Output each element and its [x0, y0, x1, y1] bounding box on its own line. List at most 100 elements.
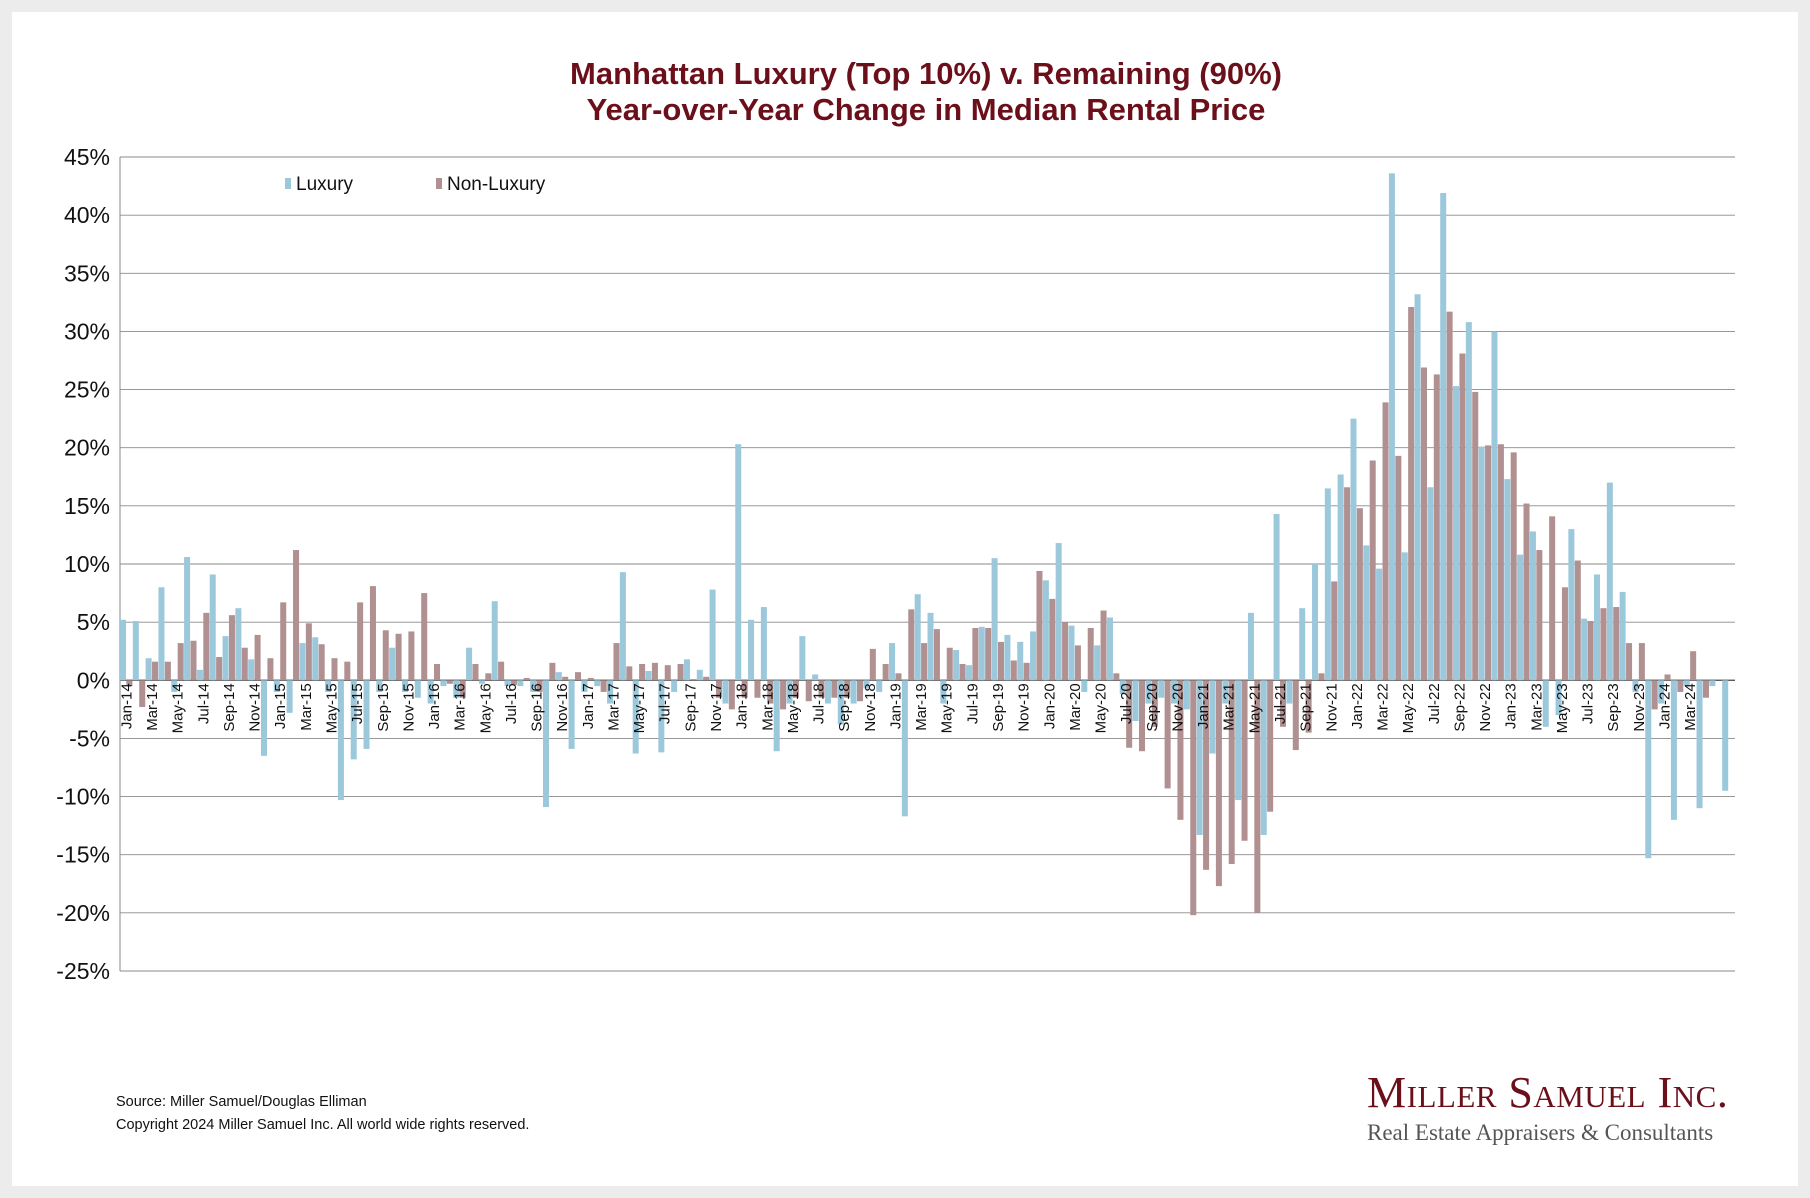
bar-luxury	[1581, 618, 1588, 681]
bar-luxury	[696, 669, 703, 681]
bar-non-luxury	[613, 643, 620, 681]
x-tick-label: Sep-14	[221, 683, 238, 731]
bar-non-luxury	[1420, 367, 1427, 681]
bar-non-luxury	[472, 664, 479, 681]
bar-luxury	[1388, 173, 1395, 681]
bar-non-luxury	[908, 609, 915, 681]
bar-luxury	[812, 674, 819, 681]
bar-non-luxury	[921, 643, 928, 681]
bar-non-luxury	[651, 662, 658, 681]
bar-luxury	[1478, 446, 1485, 681]
bar-luxury	[1658, 680, 1665, 704]
bar-luxury	[645, 670, 652, 681]
x-tick-label: Mar-22	[1375, 683, 1392, 731]
bar-luxury	[1273, 514, 1280, 681]
x-tick-label: Nov-23	[1631, 683, 1648, 731]
bar-non-luxury	[1331, 581, 1338, 681]
bar-luxury	[1183, 680, 1190, 710]
bar-non-luxury	[831, 680, 838, 698]
bar-non-luxury	[728, 680, 735, 710]
bar-non-luxury	[1395, 455, 1402, 681]
bar-non-luxury	[1561, 587, 1568, 681]
bar-luxury	[1235, 680, 1242, 801]
bar-non-luxury	[690, 679, 697, 681]
bar-non-luxury	[1446, 311, 1453, 681]
bar-non-luxury	[792, 680, 799, 698]
x-tick-label: May-16	[477, 683, 494, 733]
bar-non-luxury	[1267, 680, 1274, 812]
bar-non-luxury	[126, 680, 133, 687]
bar-luxury	[914, 594, 921, 681]
bar-luxury	[312, 637, 319, 681]
bar-luxury	[619, 572, 626, 681]
x-tick-label: Jul-20	[1118, 683, 1135, 724]
bar-luxury	[145, 658, 152, 681]
bar-luxury	[1286, 680, 1293, 704]
bar-luxury	[1017, 641, 1024, 681]
logo-name: Miller Samuel Inc.	[1367, 1068, 1729, 1117]
bar-luxury	[286, 680, 293, 713]
bar-luxury	[273, 680, 280, 692]
bar-non-luxury	[1664, 674, 1671, 681]
y-tick-label: 30%	[64, 318, 110, 344]
bars	[120, 173, 1729, 916]
x-tick-label: May-14	[170, 683, 187, 733]
company-logo: Miller Samuel Inc. Real Estate Appraiser…	[1367, 1067, 1787, 1146]
x-tick-label: Mar-20	[1067, 683, 1084, 731]
bar-non-luxury	[1190, 680, 1197, 916]
bar-non-luxury	[523, 677, 530, 681]
bar-non-luxury	[985, 627, 992, 681]
bar-non-luxury	[959, 664, 966, 681]
bar-non-luxury	[1228, 680, 1235, 865]
bar-luxury	[120, 619, 127, 681]
x-tick-label: Nov-15	[400, 683, 417, 731]
x-tick-label: Jul-21	[1272, 683, 1289, 724]
bar-non-luxury	[203, 612, 210, 681]
bar-luxury	[1414, 294, 1421, 681]
bar-luxury	[709, 589, 716, 681]
bar-non-luxury	[946, 647, 953, 681]
bar-non-luxury	[164, 661, 171, 681]
bar-non-luxury	[498, 661, 505, 681]
bar-non-luxury	[600, 680, 607, 692]
bar-non-luxury	[703, 676, 710, 681]
bar-luxury	[1145, 680, 1152, 704]
x-tick-label: Jan-18	[734, 683, 751, 729]
x-tick-label: Mar-19	[913, 683, 930, 731]
x-tick-label: May-23	[1554, 683, 1571, 733]
y-axis-ticks: 45% 40% 35% 30% 25% 20% 15% 10% 5% 0% -5% -10% -15% -…	[56, 144, 110, 984]
bar-luxury	[440, 680, 447, 687]
bar-non-luxury	[254, 634, 261, 681]
bar-non-luxury	[280, 602, 287, 681]
x-tick-label: May-19	[939, 683, 956, 733]
bar-non-luxury	[1074, 645, 1081, 681]
chart: Manhattan Luxury (Top 10%) v. Remaining …	[56, 56, 1735, 984]
bar-luxury	[594, 680, 601, 687]
bar-luxury	[1632, 680, 1639, 692]
bar-luxury	[555, 672, 562, 681]
bar-non-luxury	[357, 602, 364, 681]
bar-non-luxury	[844, 680, 851, 698]
x-tick-label: Mar-17	[606, 683, 623, 731]
x-tick-label: May-22	[1400, 683, 1417, 733]
bar-non-luxury	[1408, 307, 1415, 681]
bar-luxury	[478, 680, 485, 684]
bar-luxury	[1171, 680, 1178, 704]
x-tick-label: Mar-18	[759, 683, 776, 731]
x-tick-label: May-15	[324, 683, 341, 733]
x-tick-label: Nov-18	[862, 683, 879, 731]
bar-non-luxury	[1100, 610, 1107, 681]
bar-luxury	[171, 680, 178, 692]
x-tick-label: Sep-18	[836, 683, 853, 731]
x-tick-label: Jul-22	[1426, 683, 1443, 724]
legend-swatch-non-luxury	[436, 178, 442, 189]
bar-luxury	[824, 680, 831, 704]
bar-luxury	[337, 680, 344, 801]
bar-non-luxury	[434, 664, 441, 681]
bar-luxury	[1119, 680, 1126, 695]
bar-luxury	[940, 680, 947, 704]
bar-non-luxury	[190, 640, 197, 681]
bar-luxury	[1440, 193, 1447, 681]
x-tick-label: Nov-17	[708, 683, 725, 731]
bar-luxury	[632, 680, 639, 754]
